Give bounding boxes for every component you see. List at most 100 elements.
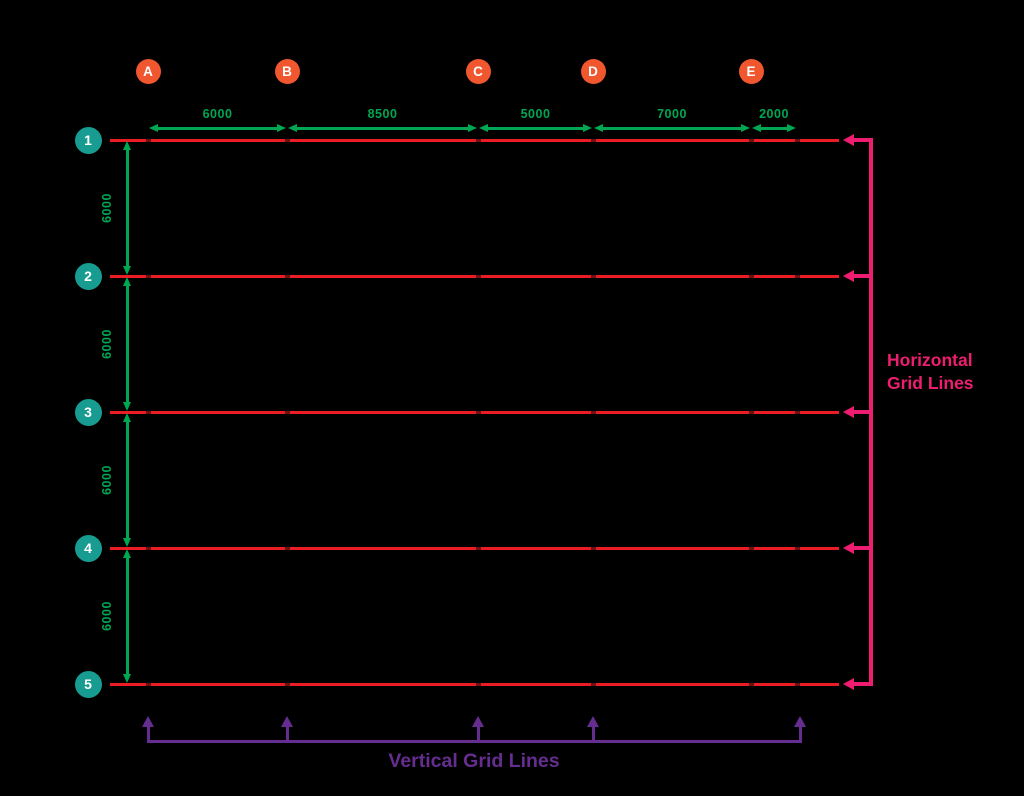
horizontal-grid-line-1 <box>110 138 839 142</box>
bottom-bracket-arrow <box>281 716 293 727</box>
left-dimension-line <box>125 556 129 676</box>
dimension-arrow-left <box>149 123 158 132</box>
bottom-bracket-stub <box>591 725 595 743</box>
grid-intersection-tick <box>590 274 596 278</box>
dimension-arrow-left <box>479 123 488 132</box>
bottom-bracket-arrow <box>472 716 484 727</box>
horizontal-grid-lines-label-line1: Horizontal <box>887 350 973 370</box>
dimension-arrow-up <box>122 277 131 286</box>
column-bubble-B: B <box>274 58 300 84</box>
grid-intersection-tick <box>590 546 596 550</box>
dimension-arrow-right <box>583 123 592 132</box>
column-bubble-C: C <box>465 58 491 84</box>
dimension-arrow-left <box>288 123 297 132</box>
grid-intersection-tick <box>475 138 481 142</box>
grid-intersection-tick <box>590 138 596 142</box>
bottom-bracket-stub <box>798 725 802 743</box>
grid-intersection-tick <box>475 274 481 278</box>
grid-intersection-tick <box>475 410 481 414</box>
grid-intersection-tick <box>794 682 800 686</box>
top-dimension-line <box>486 126 585 130</box>
top-dimension-line <box>295 126 470 130</box>
top-dimension-line <box>156 126 279 130</box>
right-bracket-arrow <box>843 133 854 146</box>
dimension-arrow-right <box>741 123 750 132</box>
grid-intersection-tick <box>145 410 151 414</box>
horizontal-grid-lines-label-line2: Grid Lines <box>887 372 974 393</box>
top-dimension-label: 5000 <box>520 107 551 121</box>
dimension-arrow-down <box>122 538 131 547</box>
left-dimension-label: 6000 <box>100 465 114 495</box>
grid-intersection-tick <box>794 410 800 414</box>
dimension-arrow-right <box>468 123 477 132</box>
row-bubble-3: 3 <box>74 398 102 426</box>
grid-intersection-tick <box>748 410 754 414</box>
grid-intersection-tick <box>794 546 800 550</box>
grid-intersection-tick <box>145 138 151 142</box>
dimension-arrow-right <box>787 123 796 132</box>
top-dimension-label: 2000 <box>759 107 789 121</box>
top-dimension-line <box>759 126 789 130</box>
right-bracket-arrow <box>843 405 854 418</box>
right-bracket-arrow <box>843 269 854 282</box>
dimension-arrow-up <box>122 549 131 558</box>
row-bubble-4: 4 <box>74 534 102 562</box>
grid-intersection-tick <box>145 682 151 686</box>
grid-intersection-tick <box>284 138 290 142</box>
bottom-bracket-arrow <box>794 716 806 727</box>
horizontal-grid-lines-label: Horizontal Grid Lines <box>887 349 974 394</box>
row-bubble-1: 1 <box>74 126 102 154</box>
left-dimension-label: 6000 <box>100 601 114 631</box>
column-bubble-A: A <box>135 58 161 84</box>
bottom-bracket-arrow <box>587 716 599 727</box>
grid-intersection-tick <box>748 274 754 278</box>
right-bracket-connector <box>852 274 873 278</box>
dimension-arrow-left <box>594 123 603 132</box>
grid-intersection-tick <box>590 682 596 686</box>
right-bracket-connector <box>852 138 873 142</box>
dimension-arrow-down <box>122 266 131 275</box>
grid-intersection-tick <box>794 274 800 278</box>
grid-intersection-tick <box>748 546 754 550</box>
horizontal-grid-line-3 <box>110 410 839 414</box>
left-dimension-line <box>125 420 129 540</box>
grid-intersection-tick <box>284 274 290 278</box>
dimension-arrow-left <box>752 123 761 132</box>
horizontal-grid-line-2 <box>110 274 839 278</box>
dimension-arrow-up <box>122 141 131 150</box>
horizontal-grid-line-4 <box>110 546 839 550</box>
bottom-bracket-stub <box>285 725 289 743</box>
dimension-arrow-up <box>122 413 131 422</box>
column-bubble-E: E <box>738 58 764 84</box>
dimension-arrow-down <box>122 402 131 411</box>
right-bracket-arrow <box>843 677 854 690</box>
top-dimension-label: 8500 <box>367 107 398 121</box>
right-bracket-connector <box>852 546 873 550</box>
left-dimension-label: 6000 <box>100 193 114 223</box>
bottom-bracket-stub <box>476 725 480 743</box>
grid-intersection-tick <box>145 546 151 550</box>
grid-intersection-tick <box>284 410 290 414</box>
vertical-grid-lines-label: Vertical Grid Lines <box>388 750 560 772</box>
top-dimension-line <box>601 126 743 130</box>
grid-intersection-tick <box>590 410 596 414</box>
column-bubble-D: D <box>580 58 606 84</box>
grid-intersection-tick <box>748 138 754 142</box>
right-bracket-arrow <box>843 541 854 554</box>
grid-intersection-tick <box>794 138 800 142</box>
grid-intersection-tick <box>284 546 290 550</box>
top-dimension-label: 7000 <box>657 107 687 121</box>
top-dimension-label: 6000 <box>202 107 233 121</box>
bottom-bracket-line <box>146 740 802 743</box>
horizontal-grid-line-5 <box>110 682 839 686</box>
row-bubble-5: 5 <box>74 670 102 698</box>
right-bracket-connector <box>852 410 873 414</box>
left-dimension-line <box>125 148 129 268</box>
right-bracket-connector <box>852 682 873 686</box>
grid-intersection-tick <box>748 682 754 686</box>
bottom-bracket-arrow <box>142 716 154 727</box>
row-bubble-2: 2 <box>74 262 102 290</box>
bottom-bracket-stub <box>146 725 150 743</box>
dimension-arrow-right <box>277 123 286 132</box>
left-dimension-label: 6000 <box>100 329 114 359</box>
